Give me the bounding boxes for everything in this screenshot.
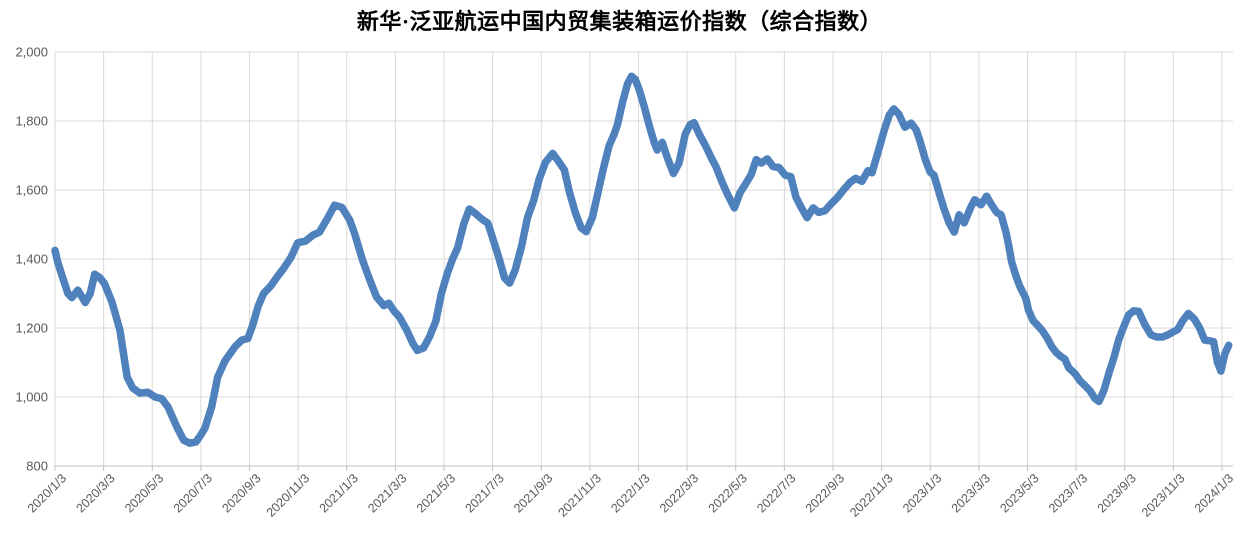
x-tick-labels: 2020/1/3 2020/3/3 2020/5/3 2020/7/3 2020/9/3… [25, 471, 1236, 520]
y-tick-label: 2,000 [15, 45, 48, 60]
x-tick-label: 2023/5/3 [997, 471, 1041, 515]
x-tick-label: 2021/7/3 [462, 471, 506, 515]
x-tick-label: 2022/1/3 [608, 471, 652, 515]
chart-title: 新华·泛亚航运中国内贸集装箱运价指数（综合指数） [356, 9, 883, 34]
x-tick-label: 2022/9/3 [803, 471, 847, 515]
y-tick-label: 1,000 [15, 390, 48, 405]
x-gridlines [54, 52, 1223, 466]
x-tick-label: 2022/5/3 [706, 471, 750, 515]
x-tick-label: 2020/1/3 [25, 471, 69, 515]
y-tick-label: 1,600 [15, 183, 48, 198]
x-tick-label: 2021/5/3 [414, 471, 458, 515]
x-tick-label: 2020/11/3 [264, 471, 313, 520]
x-tick-label: 2021/1/3 [317, 471, 361, 515]
x-tick-label: 2023/9/3 [1095, 471, 1139, 515]
series-line-综合指数 [51, 72, 1233, 447]
x-tick-label: 2023/1/3 [900, 471, 944, 515]
y-tick-labels: 800 1,000 1,200 1,400 1,600 1,800 2,000 [15, 45, 48, 474]
x-tick-label: 2021/11/3 [555, 471, 604, 520]
x-tick-label: 2020/9/3 [219, 471, 263, 515]
y-tick-label: 1,200 [15, 321, 48, 336]
x-tick-label: 2024/1/3 [1192, 471, 1236, 515]
x-tick-label: 2020/7/3 [171, 471, 215, 515]
x-tick-label: 2023/3/3 [949, 471, 993, 515]
x-tick-label: 2022/7/3 [754, 471, 798, 515]
x-tick-label: 2021/3/3 [365, 471, 409, 515]
x-tick-label: 2023/7/3 [1046, 471, 1090, 515]
y-tick-label: 1,400 [15, 252, 48, 267]
x-tick-marks [54, 466, 1223, 471]
y-tick-label: 800 [26, 459, 48, 474]
x-tick-label: 2022/3/3 [657, 471, 701, 515]
x-tick-label: 2020/3/3 [73, 471, 117, 515]
x-tick-label: 2021/9/3 [511, 471, 555, 515]
x-tick-label: 2020/5/3 [122, 471, 166, 515]
y-tick-label: 1,800 [15, 114, 48, 129]
x-tick-label: 2023/11/3 [1139, 471, 1188, 520]
x-tick-label: 2022/11/3 [847, 471, 896, 520]
